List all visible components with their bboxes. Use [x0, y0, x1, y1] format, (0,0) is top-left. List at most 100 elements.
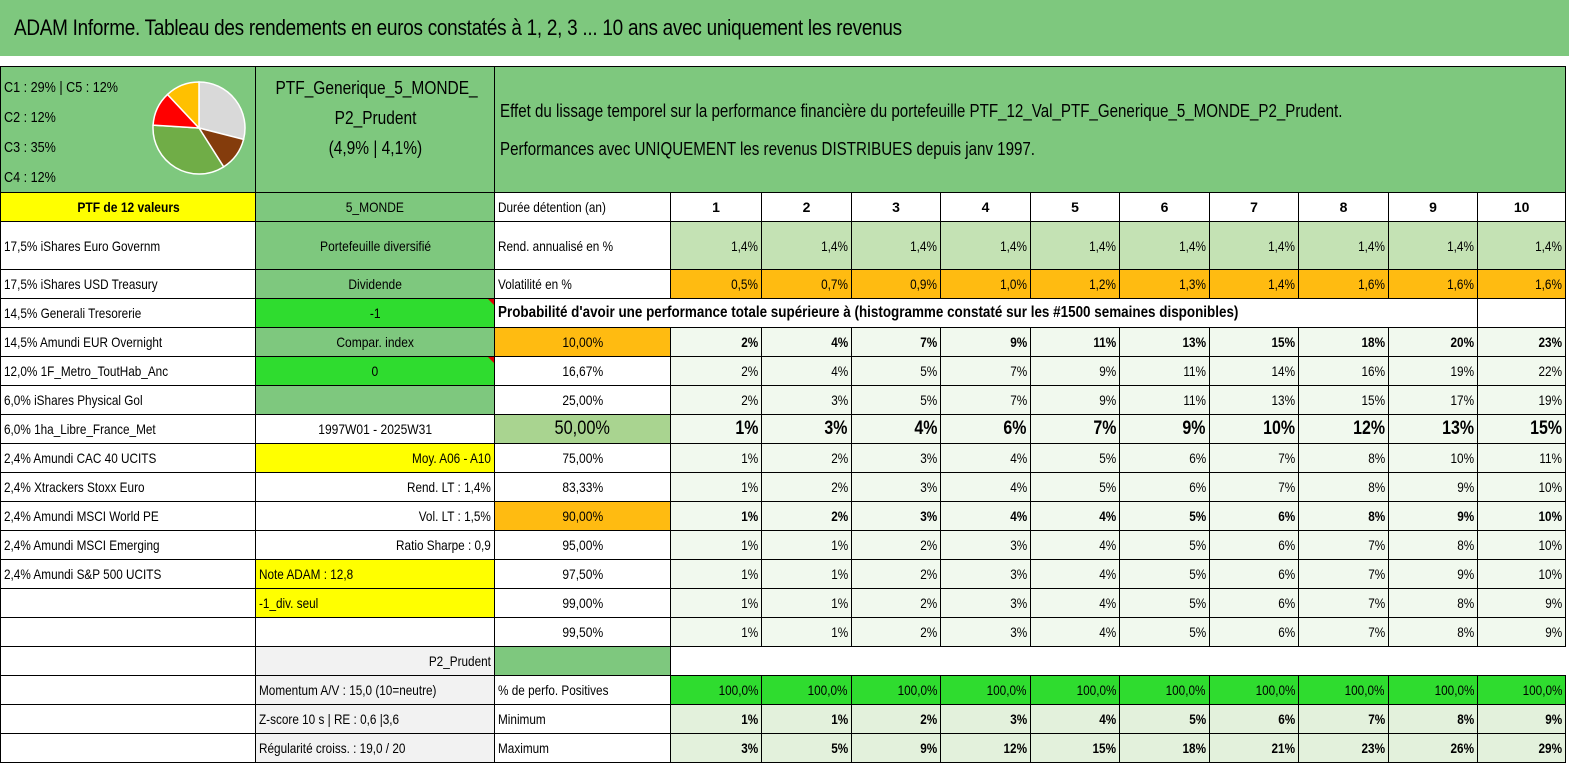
probability-value: 12%: [1298, 414, 1389, 444]
threshold-value: 97,50%: [493, 559, 671, 589]
positives-value: 100,0%: [1298, 675, 1389, 705]
empty-green-cell: [255, 385, 495, 415]
threshold-value: 99,50%: [493, 617, 671, 647]
dividend-only: -1_div. seul: [255, 588, 495, 618]
probability-value: 10%: [1477, 559, 1566, 589]
probability-value: 4%: [850, 414, 942, 444]
positives-value: 100,0%: [1208, 675, 1300, 705]
holding-row: 2,4% Amundi MSCI Emerging: [0, 530, 257, 560]
pie-slice-c5: [166, 81, 200, 130]
probability-value: 6%: [1208, 617, 1300, 647]
probability-value: 2%: [669, 385, 763, 415]
portfolio-name-line2: P2_Prudent: [334, 108, 417, 128]
empty-holding: [0, 588, 257, 618]
year-header: 5: [1029, 192, 1121, 222]
year-header: 3: [850, 192, 942, 222]
positives-value: 100,0%: [1477, 675, 1566, 705]
year-header: 7: [1208, 192, 1300, 222]
probability-value: 7%: [1298, 530, 1389, 560]
probability-value: 4%: [1029, 617, 1121, 647]
volatility-value: 1,3%: [1119, 269, 1210, 299]
zone-header: 5_MONDE: [255, 192, 495, 222]
holding-row: 2,4% Amundi S&P 500 UCITS: [0, 559, 257, 589]
probability-value: 7%: [940, 356, 1031, 386]
volatility-value: 1,6%: [1298, 269, 1389, 299]
probability-value: 4%: [1029, 501, 1121, 531]
threshold-value: 83,33%: [493, 472, 671, 502]
probability-value: 18%: [1298, 327, 1389, 357]
probability-value: 9%: [940, 327, 1031, 357]
holding-row: 6,0% 1ha_Libre_France_Met: [0, 414, 257, 444]
probability-value: 6%: [1208, 588, 1300, 618]
positives-value: 100,0%: [669, 675, 763, 705]
probability-value: 9%: [1477, 617, 1566, 647]
volatility-value: 0,5%: [669, 269, 763, 299]
probability-value: 3%: [850, 501, 942, 531]
period-label: 1997W01 - 2025W31: [255, 414, 495, 444]
minimum-value: 5%: [1119, 704, 1210, 734]
probability-value: 1%: [761, 617, 852, 647]
probability-value: 16%: [1298, 356, 1389, 386]
probability-value: 3%: [940, 559, 1031, 589]
pie-slice-c1: [198, 81, 246, 141]
probability-value: 10%: [1477, 501, 1566, 531]
probability-value: 9%: [1387, 472, 1479, 502]
probability-value: 10%: [1477, 530, 1566, 560]
probability-value: 1%: [761, 588, 852, 618]
maximum-value: 29%: [1477, 733, 1566, 763]
probability-value: 19%: [1387, 356, 1479, 386]
performance-table: C1 : 29% | C5 : 12% C2 : 12% C3 : 35% C4…: [0, 66, 1567, 763]
adam-score: Note ADAM : 12,8: [255, 559, 495, 589]
probability-value: 3%: [850, 472, 942, 502]
probability-value: 3%: [940, 588, 1031, 618]
minimum-value: 4%: [1029, 704, 1121, 734]
volatility-value: 0,7%: [761, 269, 852, 299]
probability-value: 7%: [1298, 559, 1389, 589]
probability-value: 2%: [669, 356, 763, 386]
probability-value: 8%: [1387, 530, 1479, 560]
year-header: 8: [1298, 192, 1389, 222]
threshold-value: 75,00%: [493, 443, 671, 473]
volatility-value: 0,9%: [850, 269, 942, 299]
year-header: 2: [761, 192, 852, 222]
minimum-value: 2%: [850, 704, 942, 734]
empty-cell: [255, 617, 495, 647]
holding-row: 6,0% iShares Physical Gol: [0, 385, 257, 415]
probability-value: 1%: [669, 472, 763, 502]
probability-value: 9%: [1029, 385, 1121, 415]
empty-holding: [0, 704, 257, 734]
probability-value: 8%: [1298, 501, 1389, 531]
probability-value: 3%: [761, 414, 852, 444]
probability-value: 5%: [1119, 559, 1210, 589]
description-line1: Effet du lissage temporel sur la perform…: [499, 100, 1343, 121]
probability-value: 5%: [850, 385, 942, 415]
probability-value: 8%: [1387, 588, 1479, 618]
maximum-value: 12%: [940, 733, 1031, 763]
probability-value: 6%: [1208, 501, 1300, 531]
maximum-value: 5%: [761, 733, 852, 763]
empty-band: [670, 647, 1565, 676]
duration-label: Durée détention (an): [493, 192, 671, 222]
compar-index-label: Compar. index: [255, 327, 495, 357]
return-value: 1,4%: [1298, 221, 1389, 270]
probability-value: 3%: [761, 385, 852, 415]
positives-value: 100,0%: [1029, 675, 1121, 705]
maximum-value: 26%: [1387, 733, 1479, 763]
positives-value: 100,0%: [940, 675, 1031, 705]
probability-value: 7%: [1298, 617, 1389, 647]
allocation-legend-cell: C1 : 29% | C5 : 12% C2 : 12% C3 : 35% C4…: [0, 66, 257, 193]
probability-value: 6%: [1208, 530, 1300, 560]
probability-value: 4%: [1029, 588, 1121, 618]
probability-value: 5%: [1029, 443, 1121, 473]
year-header: 6: [1119, 192, 1210, 222]
probability-value: 9%: [1387, 501, 1479, 531]
profile-marker: [493, 646, 671, 676]
probability-value: 3%: [940, 530, 1031, 560]
report-title-bar: ADAM Informe. Tableau des rendements en …: [0, 0, 1569, 60]
probability-value: 5%: [1119, 588, 1210, 618]
probability-value: 20%: [1387, 327, 1479, 357]
probability-value: 1%: [761, 530, 852, 560]
probability-value: 9%: [1387, 559, 1479, 589]
probability-value: 1%: [669, 559, 763, 589]
probability-value: 7%: [940, 385, 1031, 415]
